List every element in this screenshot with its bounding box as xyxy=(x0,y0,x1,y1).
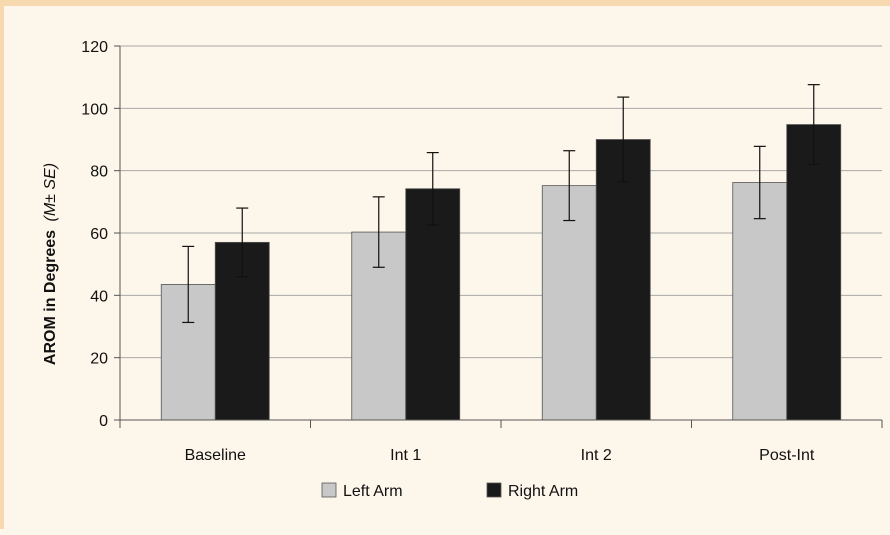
y-axis-label: AROM in Degrees (M± SE) xyxy=(42,163,59,365)
y-axis-label-main: AROM in Degrees xyxy=(42,230,59,365)
y-axis-ticks: 0 20 40 60 80 100 120 xyxy=(81,39,120,430)
y-tick-label: 20 xyxy=(90,351,108,368)
bars xyxy=(160,124,842,421)
legend-swatch-left-arm xyxy=(321,482,337,498)
y-tick-label: 80 xyxy=(90,164,108,181)
y-tick-label: 60 xyxy=(90,226,108,243)
legend: Left Arm Right Arm xyxy=(321,482,578,500)
axes xyxy=(119,46,883,428)
y-tick-label: 0 xyxy=(99,413,108,430)
legend-label-right-arm: Right Arm xyxy=(508,483,578,500)
x-tick-label: Int 1 xyxy=(390,447,421,464)
legend-swatch-right-arm xyxy=(486,482,502,498)
x-tick-label: Int 2 xyxy=(581,447,612,464)
x-tick-label: Baseline xyxy=(185,447,246,464)
y-tick-label: 100 xyxy=(81,101,108,118)
bar-left-arm xyxy=(541,185,597,421)
x-axis-labels: Baseline Int 1 Int 2 Post-Int xyxy=(185,447,815,464)
bar-right-arm xyxy=(786,124,842,421)
y-tick-label: 120 xyxy=(81,39,108,56)
x-tick-label: Post-Int xyxy=(759,447,815,464)
y-tick-label: 40 xyxy=(90,288,108,305)
y-axis-label-suffix: (M± SE) xyxy=(42,163,59,222)
error-bars xyxy=(182,84,820,324)
bar-left-arm xyxy=(732,182,788,421)
legend-label-left-arm: Left Arm xyxy=(343,483,403,500)
bar-chart: 0 20 40 60 80 100 120 Baseline Int 1 Int 2 Post-I… xyxy=(42,39,883,500)
